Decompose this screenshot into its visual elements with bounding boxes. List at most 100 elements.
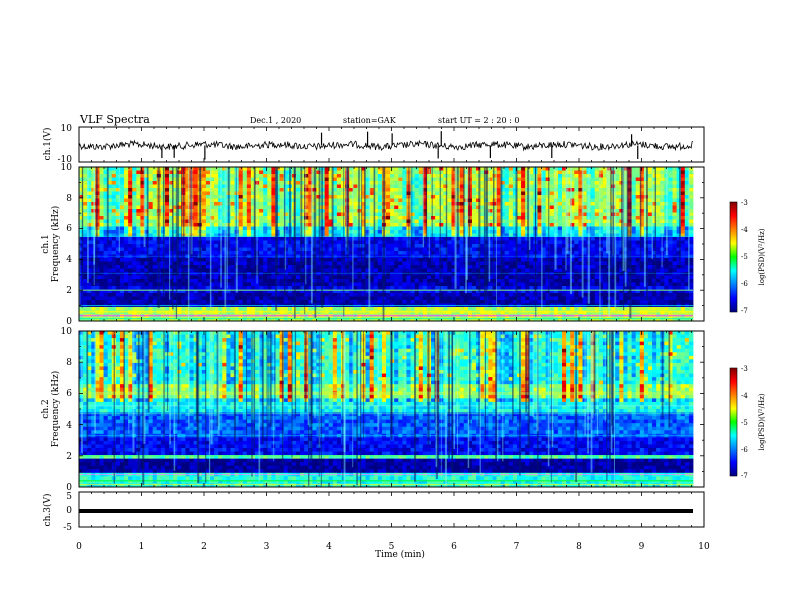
spec1-cell bbox=[177, 184, 182, 189]
spec1-cell bbox=[390, 198, 395, 203]
spec1-cell bbox=[132, 219, 137, 224]
spec1-cell bbox=[177, 191, 182, 196]
spec1-cell bbox=[500, 205, 506, 210]
spec1-cell bbox=[566, 177, 571, 182]
spec1-cell bbox=[602, 184, 608, 189]
spec1-cell bbox=[111, 174, 117, 178]
spec1-cell bbox=[676, 170, 682, 175]
spec1-cell bbox=[144, 195, 149, 199]
spec1-cell bbox=[516, 216, 522, 220]
spec1-cell bbox=[410, 198, 416, 203]
spec1-cell bbox=[516, 209, 522, 213]
spec1-cell bbox=[504, 177, 510, 182]
spec1-cell bbox=[656, 209, 661, 213]
spec1-cell bbox=[324, 191, 330, 196]
spec1-cell bbox=[119, 237, 125, 241]
spec1-cell bbox=[316, 261, 321, 266]
spec1-cell bbox=[578, 174, 583, 178]
spec1-cell bbox=[431, 188, 436, 192]
spec1-cell bbox=[566, 205, 571, 210]
spec1-cell bbox=[521, 247, 526, 252]
spec1-cell bbox=[103, 209, 109, 213]
spec1-cell bbox=[422, 251, 428, 255]
spec1-cell bbox=[250, 177, 256, 182]
spec1-cell bbox=[169, 209, 174, 213]
spec1-cell bbox=[230, 247, 235, 252]
spec1-cell bbox=[435, 174, 440, 178]
spec1-cell bbox=[193, 177, 199, 182]
spec1-cell bbox=[107, 275, 113, 280]
spec1-cell bbox=[410, 244, 416, 248]
spec1-cell bbox=[238, 219, 244, 224]
spec1-cell bbox=[353, 177, 358, 182]
spec1-cell bbox=[537, 205, 542, 210]
spec1-cell bbox=[447, 181, 452, 185]
spec1-cell bbox=[660, 191, 665, 196]
spec1-cell bbox=[562, 195, 567, 199]
spec1-cell bbox=[508, 209, 514, 213]
spec1-cell bbox=[508, 212, 514, 217]
ch1-waveform-ticks bbox=[78, 127, 705, 162]
spec1-cell bbox=[557, 261, 563, 266]
spec1-cell bbox=[447, 177, 452, 182]
ch1-ytick-bottom: -10 bbox=[58, 155, 73, 165]
spec1-cell bbox=[684, 212, 690, 217]
spec1-cell bbox=[566, 195, 571, 199]
spec1-cell bbox=[594, 212, 600, 217]
spec1-cell bbox=[476, 198, 481, 203]
spec1-cell bbox=[578, 195, 583, 199]
spec1-cell bbox=[263, 268, 268, 273]
spec1-cell bbox=[242, 198, 248, 203]
spec1-cell bbox=[594, 265, 600, 269]
spec1-cell bbox=[656, 275, 661, 280]
spec1-cell bbox=[242, 258, 248, 262]
spec1-cell bbox=[394, 181, 399, 185]
spec1-cell bbox=[99, 265, 104, 269]
spec1-cell bbox=[234, 170, 240, 175]
spec1-cell bbox=[447, 247, 452, 252]
spec1-cell bbox=[369, 237, 375, 241]
spec1-cell bbox=[639, 198, 645, 203]
spec1-cell bbox=[647, 209, 653, 213]
spec1-cell bbox=[209, 202, 215, 206]
spec1-cell bbox=[205, 247, 211, 252]
spec1-cell bbox=[295, 226, 301, 231]
spec1-cell bbox=[83, 275, 88, 280]
spec1-cell bbox=[103, 198, 109, 203]
spec1-cell bbox=[557, 247, 563, 252]
spec1-cell bbox=[631, 216, 637, 220]
spec1-cell bbox=[124, 216, 129, 220]
spec1-cell bbox=[124, 191, 129, 196]
spec1-cell bbox=[377, 258, 383, 262]
spec1-cell bbox=[594, 258, 600, 262]
spec1-cell bbox=[570, 205, 575, 210]
spec1-cell bbox=[267, 279, 272, 283]
spec1-cell bbox=[132, 265, 137, 269]
spec1-cell bbox=[369, 191, 375, 196]
spec1-cell bbox=[451, 177, 456, 182]
spec1-cell bbox=[222, 219, 227, 224]
spec1-cell bbox=[447, 272, 452, 276]
spec1-cell bbox=[422, 272, 428, 276]
spec1-cell bbox=[148, 188, 154, 192]
spec1-cell bbox=[173, 181, 178, 185]
spec1-cell bbox=[435, 191, 440, 196]
ch1-ytick-top: 10 bbox=[61, 124, 73, 134]
spec1-cell bbox=[283, 174, 289, 178]
spec1-cell bbox=[201, 195, 207, 199]
spec1-cell bbox=[656, 251, 661, 255]
spec1-cell bbox=[169, 177, 174, 182]
spec1-cell bbox=[377, 240, 383, 245]
spec1-cell bbox=[488, 191, 493, 196]
spec1-cell bbox=[136, 226, 141, 231]
spec1-cell bbox=[500, 202, 506, 206]
spec1-cell bbox=[447, 240, 452, 245]
spec1-cell bbox=[103, 219, 109, 224]
spec1-cell bbox=[402, 212, 407, 217]
spec1-cell bbox=[250, 212, 256, 217]
spec1-cell bbox=[664, 195, 669, 199]
spec1-cell bbox=[316, 275, 321, 280]
spec1-cell bbox=[255, 195, 260, 199]
spec1-cell bbox=[410, 177, 416, 182]
spec1-cell bbox=[87, 219, 92, 224]
